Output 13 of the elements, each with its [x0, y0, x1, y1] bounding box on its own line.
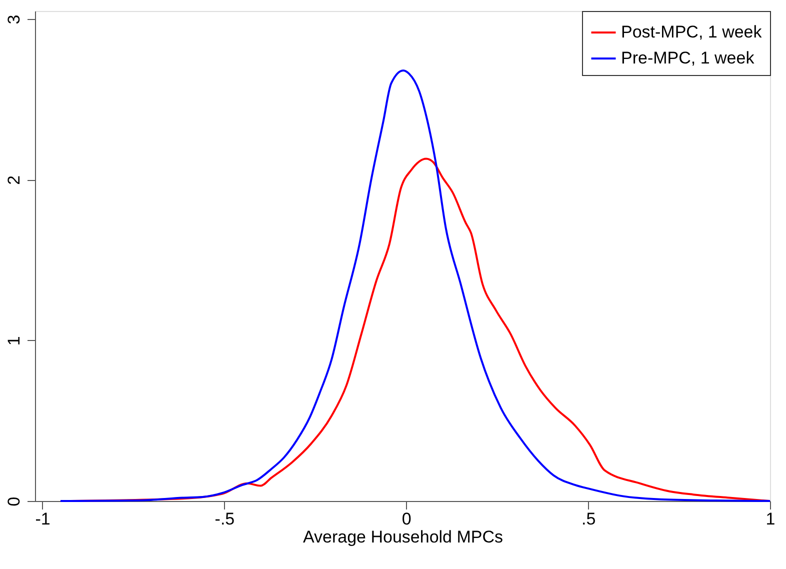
x-tick-label: 1 [766, 510, 776, 528]
legend-label: Post-MPC, 1 week [621, 22, 762, 42]
x-axis-title: Average Household MPCs [302, 528, 504, 546]
y-tick-label: 0 [4, 496, 24, 506]
y-tick-label: 2 [4, 175, 24, 185]
x-tick-label: 0 [402, 510, 412, 528]
line-series [59, 69, 771, 502]
x-tick-label: .5 [581, 510, 596, 528]
y-tick-label: 3 [4, 14, 24, 24]
legend-label: Pre-MPC, 1 week [621, 48, 755, 68]
y-tick-label: 1 [4, 336, 24, 346]
x-tick-label: -1 [35, 510, 50, 528]
x-tick-label: -.5 [214, 510, 235, 528]
